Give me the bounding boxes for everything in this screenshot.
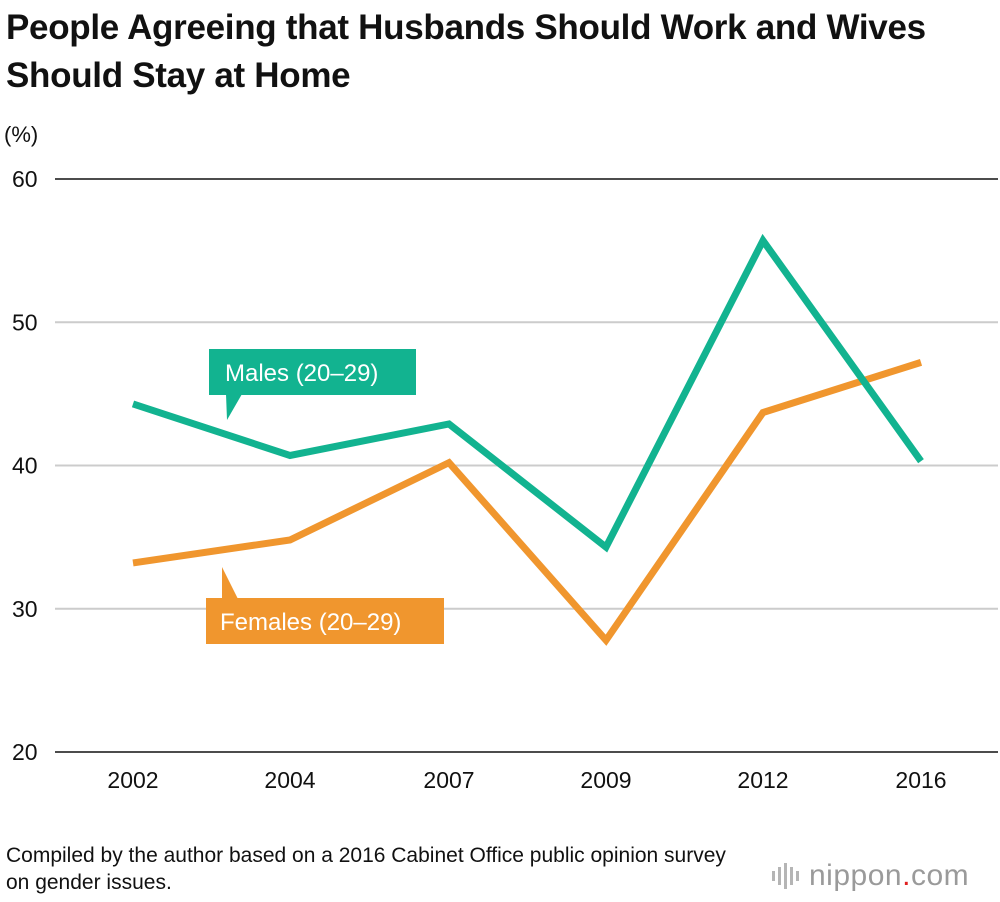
- y-tick-label: 50: [12, 309, 38, 335]
- y-tick-label: 30: [12, 596, 38, 622]
- legend-callouts: Males (20–29) Females (20–29): [206, 349, 444, 644]
- x-tick-label: 2012: [737, 767, 788, 793]
- x-tick-label: 2002: [107, 767, 158, 793]
- y-tick-label: 20: [12, 739, 38, 765]
- females-legend-callout: Females (20–29): [206, 567, 444, 644]
- y-tick-label: 40: [12, 453, 38, 479]
- brand-wordmark: nippon.com: [809, 859, 970, 892]
- x-tick-label: 2016: [895, 767, 946, 793]
- source-note: Compiled by the author based on a 2016 C…: [6, 844, 726, 894]
- y-tick-label: 60: [12, 166, 38, 192]
- x-axis-ticks: 2002 2004 2007 2009 2012 2016: [107, 767, 946, 793]
- females-series-line: [132, 359, 923, 646]
- x-tick-label: 2009: [580, 767, 631, 793]
- brand-mark-icon: [772, 863, 799, 889]
- males-legend-callout: Males (20–29): [209, 349, 416, 420]
- x-tick-label: 2007: [423, 767, 474, 793]
- females-legend-label: Females (20–29): [220, 609, 401, 636]
- series-lines: [131, 233, 924, 646]
- brand-logo: nippon.com: [772, 858, 969, 894]
- chart-title: People Agreeing that Husbands Should Wor…: [6, 8, 926, 95]
- males-legend-label: Males (20–29): [225, 360, 378, 387]
- males-series-line: [131, 233, 924, 553]
- gridlines: [55, 178, 998, 753]
- x-tick-label: 2004: [264, 767, 315, 793]
- y-axis-ticks: 20 30 40 50 60: [12, 166, 38, 765]
- y-axis-unit-label: (%): [4, 122, 39, 147]
